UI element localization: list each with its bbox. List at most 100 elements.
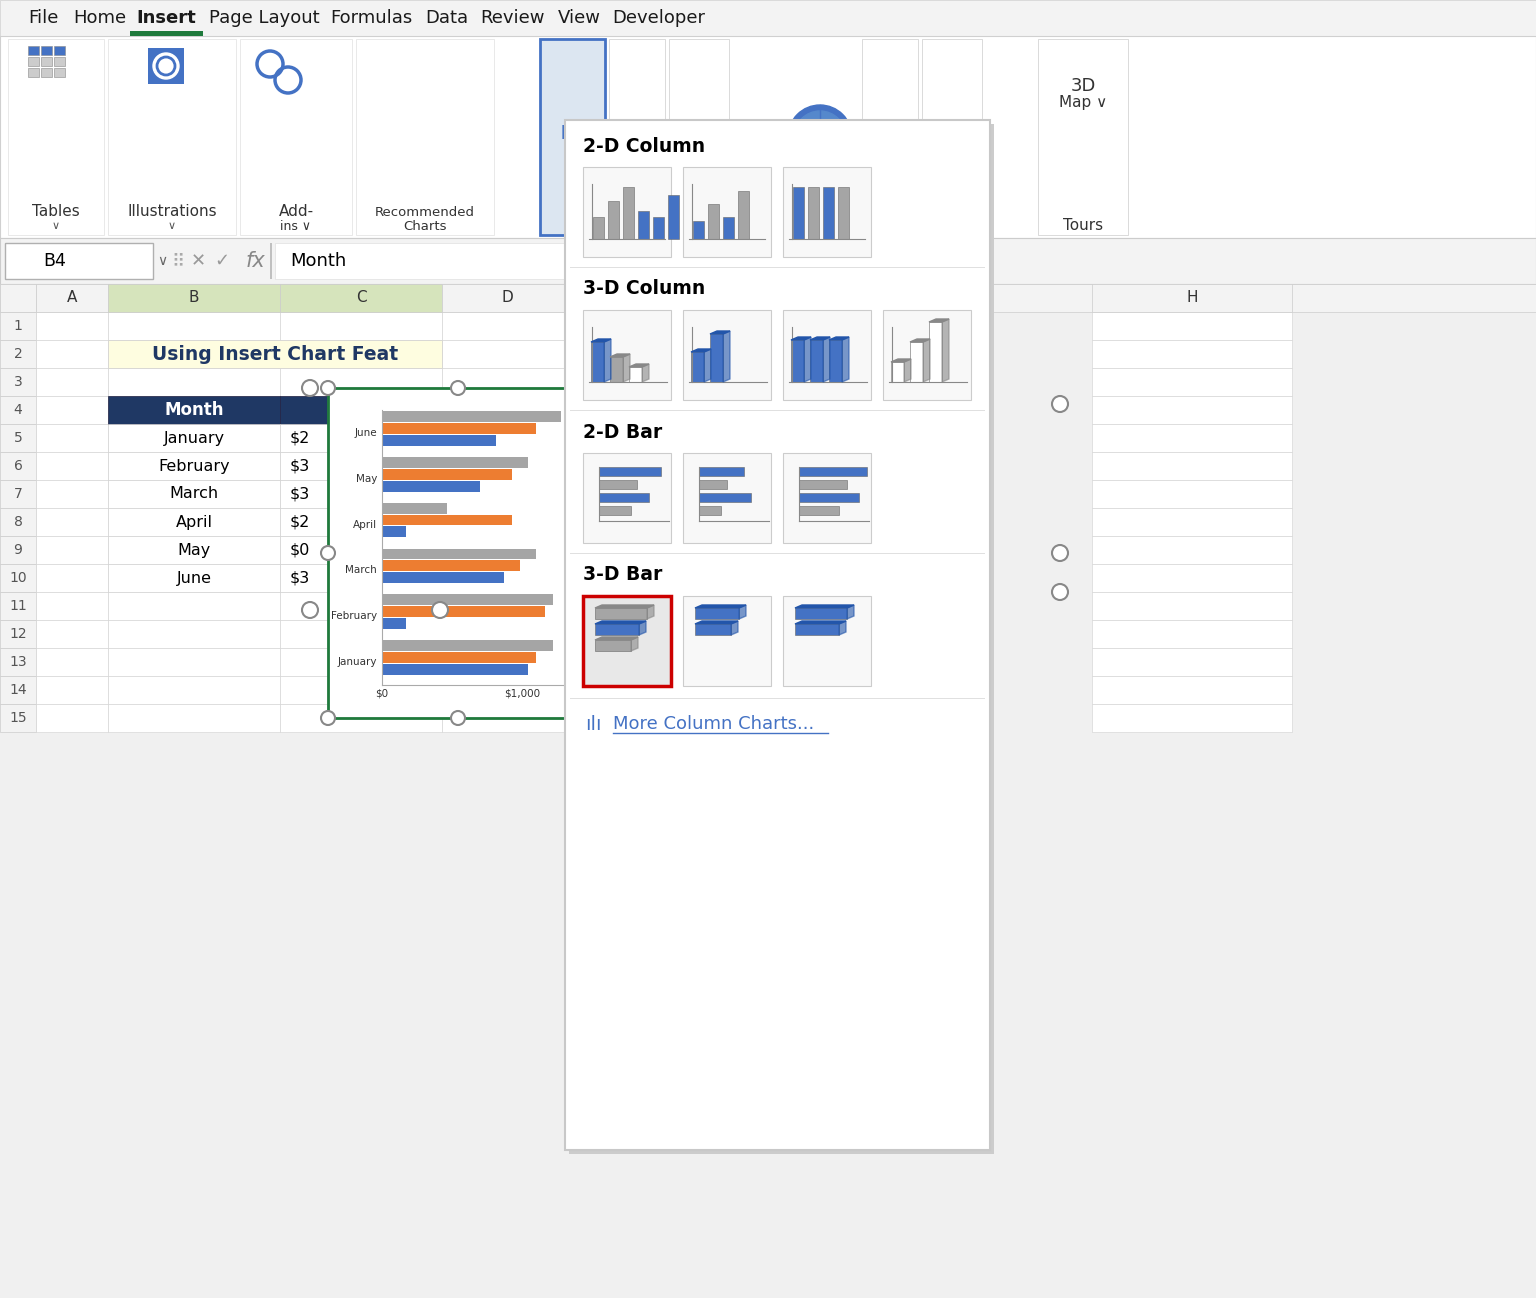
- Circle shape: [321, 711, 335, 726]
- Text: January: January: [163, 431, 224, 445]
- Bar: [280, 396, 442, 424]
- Bar: [35, 592, 108, 620]
- Text: View: View: [558, 9, 601, 27]
- Bar: [275, 243, 876, 279]
- Circle shape: [452, 382, 465, 395]
- Bar: [793, 187, 803, 239]
- Bar: [280, 508, 442, 536]
- Bar: [591, 341, 604, 382]
- Bar: [108, 39, 237, 235]
- Bar: [1092, 536, 1292, 565]
- Text: May: May: [356, 474, 376, 484]
- Bar: [35, 424, 108, 452]
- Polygon shape: [796, 620, 846, 624]
- Text: Add-: Add-: [278, 205, 313, 219]
- Text: ⠿: ⠿: [172, 252, 184, 270]
- Bar: [668, 195, 679, 239]
- Polygon shape: [610, 354, 630, 357]
- Bar: [599, 506, 631, 515]
- Bar: [382, 561, 521, 571]
- Text: 14: 14: [9, 683, 26, 697]
- Bar: [280, 565, 442, 592]
- Text: Developer: Developer: [613, 9, 705, 27]
- Bar: [584, 310, 671, 400]
- Circle shape: [321, 546, 335, 559]
- Bar: [280, 396, 442, 424]
- Bar: [108, 536, 280, 565]
- Bar: [565, 119, 991, 1150]
- Bar: [699, 480, 727, 489]
- Bar: [0, 480, 35, 508]
- Bar: [280, 480, 442, 508]
- Bar: [280, 620, 442, 648]
- Bar: [382, 423, 536, 434]
- Bar: [809, 340, 823, 382]
- Bar: [108, 480, 280, 508]
- Bar: [280, 565, 442, 592]
- Bar: [280, 424, 442, 452]
- Bar: [382, 572, 504, 583]
- Circle shape: [1052, 545, 1068, 561]
- Bar: [108, 648, 280, 676]
- Polygon shape: [624, 354, 630, 382]
- Bar: [593, 217, 604, 239]
- Bar: [0, 620, 35, 648]
- Bar: [0, 396, 35, 424]
- Text: Insert: Insert: [137, 9, 197, 27]
- Circle shape: [303, 602, 318, 618]
- Text: $3: $3: [290, 487, 310, 501]
- Bar: [594, 624, 639, 635]
- Bar: [35, 508, 108, 536]
- Bar: [108, 424, 280, 452]
- Bar: [1092, 396, 1292, 424]
- Text: 5: 5: [14, 431, 23, 445]
- Polygon shape: [842, 337, 849, 382]
- Text: February: February: [158, 458, 230, 474]
- Bar: [1092, 424, 1292, 452]
- Text: $2: $2: [290, 431, 310, 445]
- Text: May: May: [177, 543, 210, 558]
- Text: Map ∨: Map ∨: [1058, 95, 1107, 109]
- Text: ins ∨: ins ∨: [281, 219, 312, 232]
- Bar: [791, 340, 803, 382]
- Bar: [382, 457, 528, 467]
- Text: C: C: [355, 401, 367, 419]
- Polygon shape: [846, 605, 854, 619]
- Polygon shape: [942, 319, 949, 382]
- Bar: [829, 340, 842, 382]
- Bar: [608, 39, 665, 235]
- Bar: [1092, 508, 1292, 536]
- Bar: [710, 334, 723, 382]
- Bar: [442, 676, 571, 704]
- Bar: [382, 411, 561, 422]
- Bar: [108, 676, 280, 704]
- Polygon shape: [630, 363, 650, 367]
- Polygon shape: [710, 331, 730, 334]
- Bar: [599, 493, 650, 502]
- Polygon shape: [923, 339, 929, 382]
- Bar: [1092, 704, 1292, 732]
- Bar: [280, 648, 442, 676]
- Text: 15: 15: [9, 711, 26, 726]
- Bar: [839, 187, 849, 239]
- Bar: [382, 652, 536, 663]
- Bar: [280, 284, 442, 312]
- Text: 3-D Column: 3-D Column: [584, 279, 705, 299]
- Text: fx: fx: [246, 251, 264, 271]
- Bar: [0, 704, 35, 732]
- Bar: [0, 565, 35, 592]
- Bar: [280, 480, 442, 508]
- Text: H: H: [1186, 291, 1198, 305]
- Text: ✕: ✕: [190, 252, 206, 270]
- Polygon shape: [929, 319, 949, 322]
- Bar: [41, 67, 52, 77]
- Polygon shape: [791, 337, 811, 340]
- Polygon shape: [905, 360, 911, 382]
- Bar: [599, 480, 637, 489]
- Bar: [35, 565, 108, 592]
- Bar: [442, 424, 571, 452]
- Bar: [699, 493, 751, 502]
- Bar: [28, 45, 38, 55]
- Bar: [922, 39, 982, 235]
- Bar: [280, 536, 442, 565]
